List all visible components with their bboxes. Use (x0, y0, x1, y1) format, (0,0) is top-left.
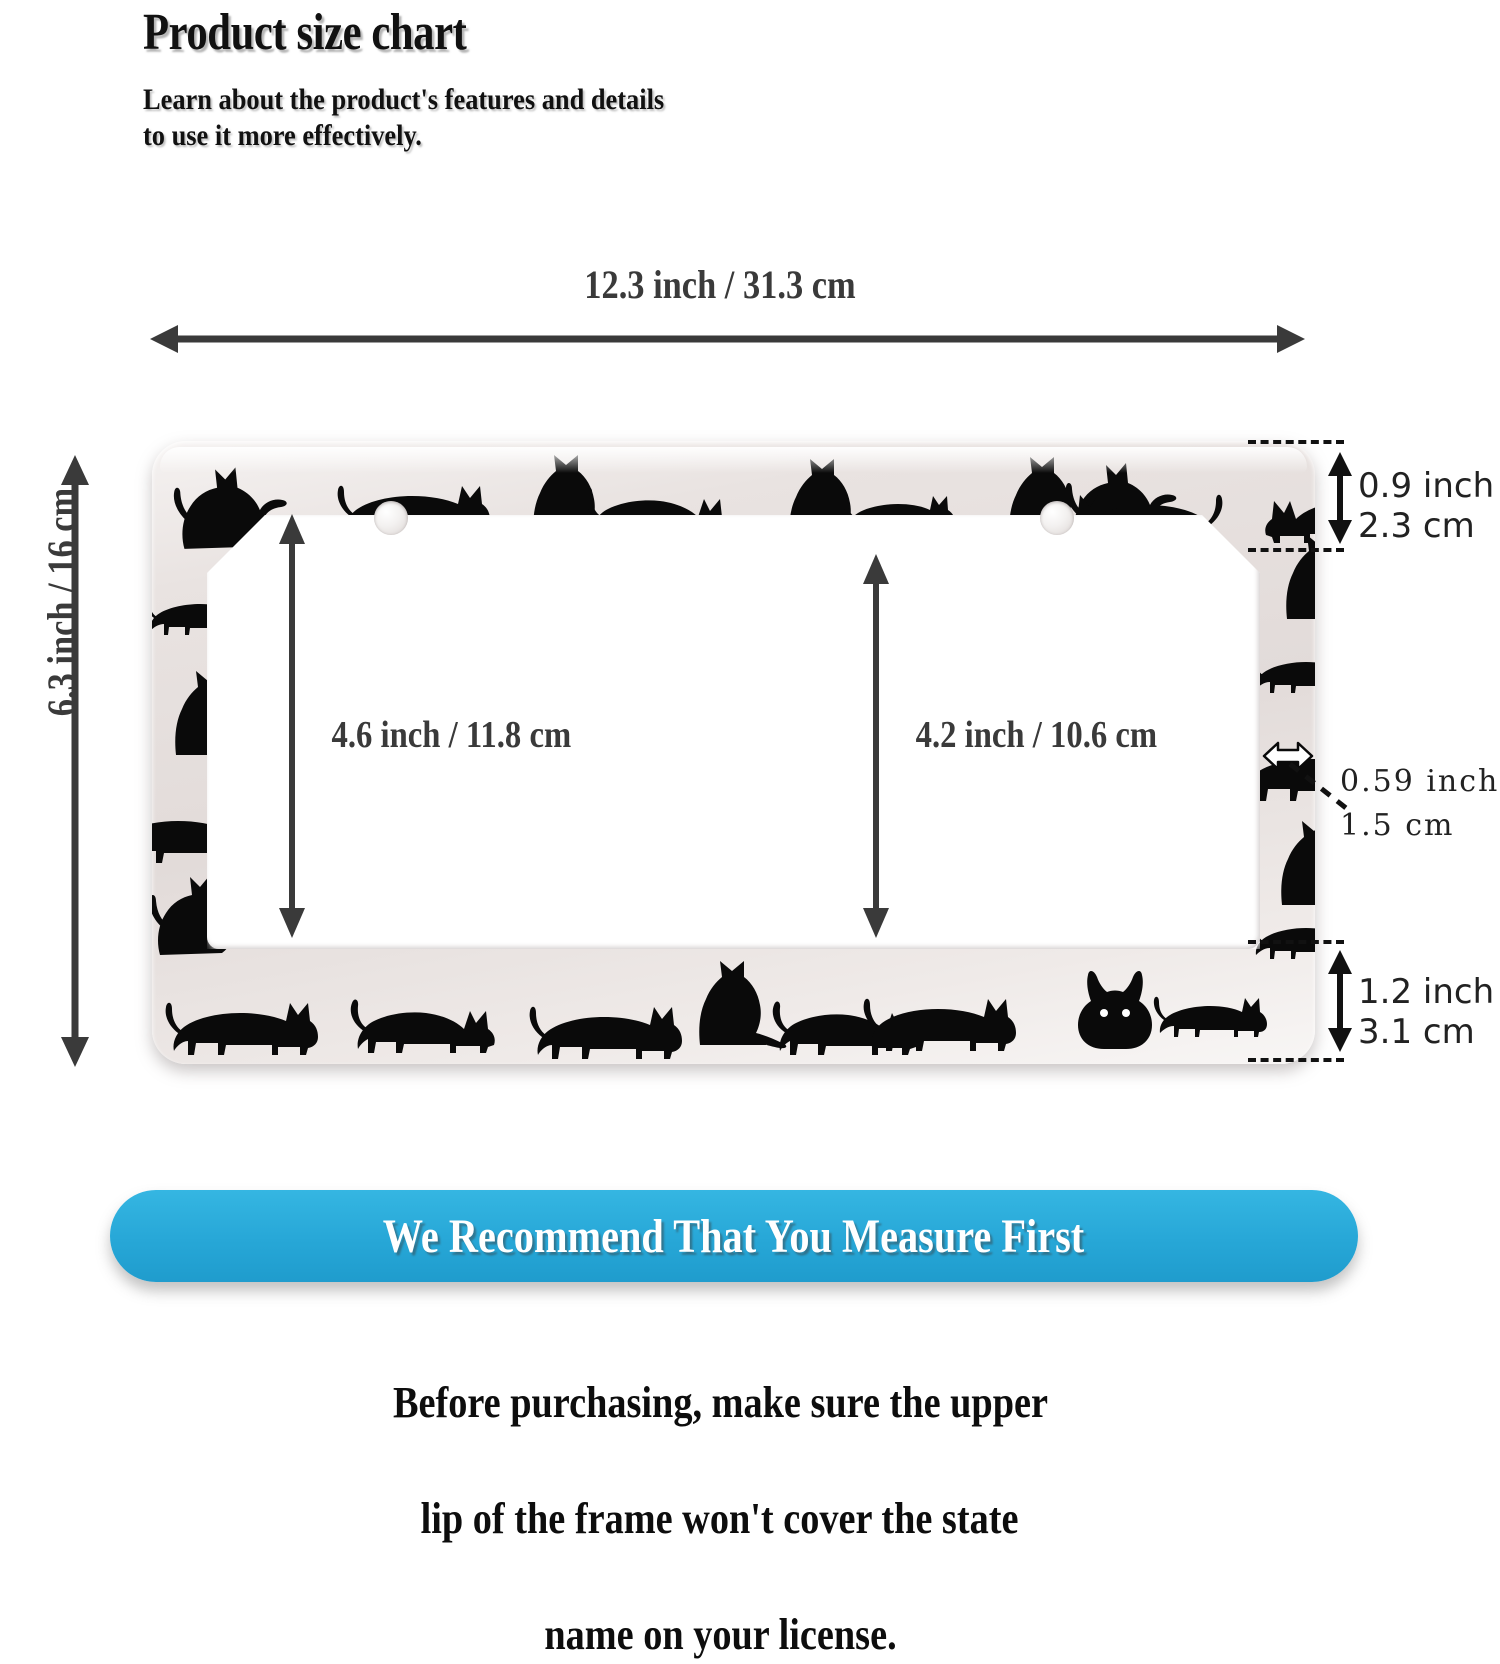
dashed-guide-top-lower (1248, 548, 1344, 552)
overall-width-arrow-icon (150, 325, 1305, 353)
footer-note: Before purchasing, make sure the upper l… (0, 1316, 1440, 1664)
bottom-lip-label: 1.2 inch 3.1 cm (1358, 972, 1495, 1052)
bottom-lip-arrow-icon (1328, 950, 1352, 1052)
window-height-left-label: 4.6 inch / 11.8 cm (331, 714, 572, 756)
side-rail-label: 0.59 inch 1.5 cm (1340, 764, 1500, 843)
header-block: Product size chart Learn about the produ… (143, 4, 1143, 154)
dashed-guide-bottom-lower (1248, 1058, 1344, 1062)
footer-line-3: name on your license. (543, 1610, 897, 1659)
top-lip-label: 0.9 inch 2.3 cm (1358, 466, 1495, 546)
footer-line-2: lip of the frame won't cover the state (421, 1494, 1019, 1543)
overall-width-label: 12.3 inch / 31.3 cm (584, 262, 856, 307)
page-subtitle: Learn about the product's features and d… (143, 83, 665, 152)
top-lip-arrow-icon (1328, 452, 1352, 544)
window-height-right-label: 4.2 inch / 10.6 cm (915, 714, 1158, 756)
footer-line-1: Before purchasing, make sure the upper (392, 1378, 1048, 1427)
plate-window (207, 515, 1260, 949)
window-height-left-arrow-icon (279, 514, 305, 938)
side-rail-double-arrow-icon (1262, 741, 1314, 771)
recommend-banner: We Recommend That You Measure First (110, 1190, 1358, 1282)
recommend-banner-text: We Recommend That You Measure First (383, 1209, 1085, 1263)
dashed-guide-top-upper (1248, 440, 1344, 444)
mounting-hole-left (374, 501, 408, 535)
size-chart-stage: Product size chart Learn about the produ… (39, 4, 1500, 1659)
mounting-hole-right (1040, 501, 1074, 535)
dashed-guide-bottom-upper (1248, 940, 1344, 944)
window-height-right-arrow-icon (863, 554, 889, 938)
page-title: Product size chart (143, 4, 467, 61)
overall-height-arrow-icon (61, 455, 89, 1067)
